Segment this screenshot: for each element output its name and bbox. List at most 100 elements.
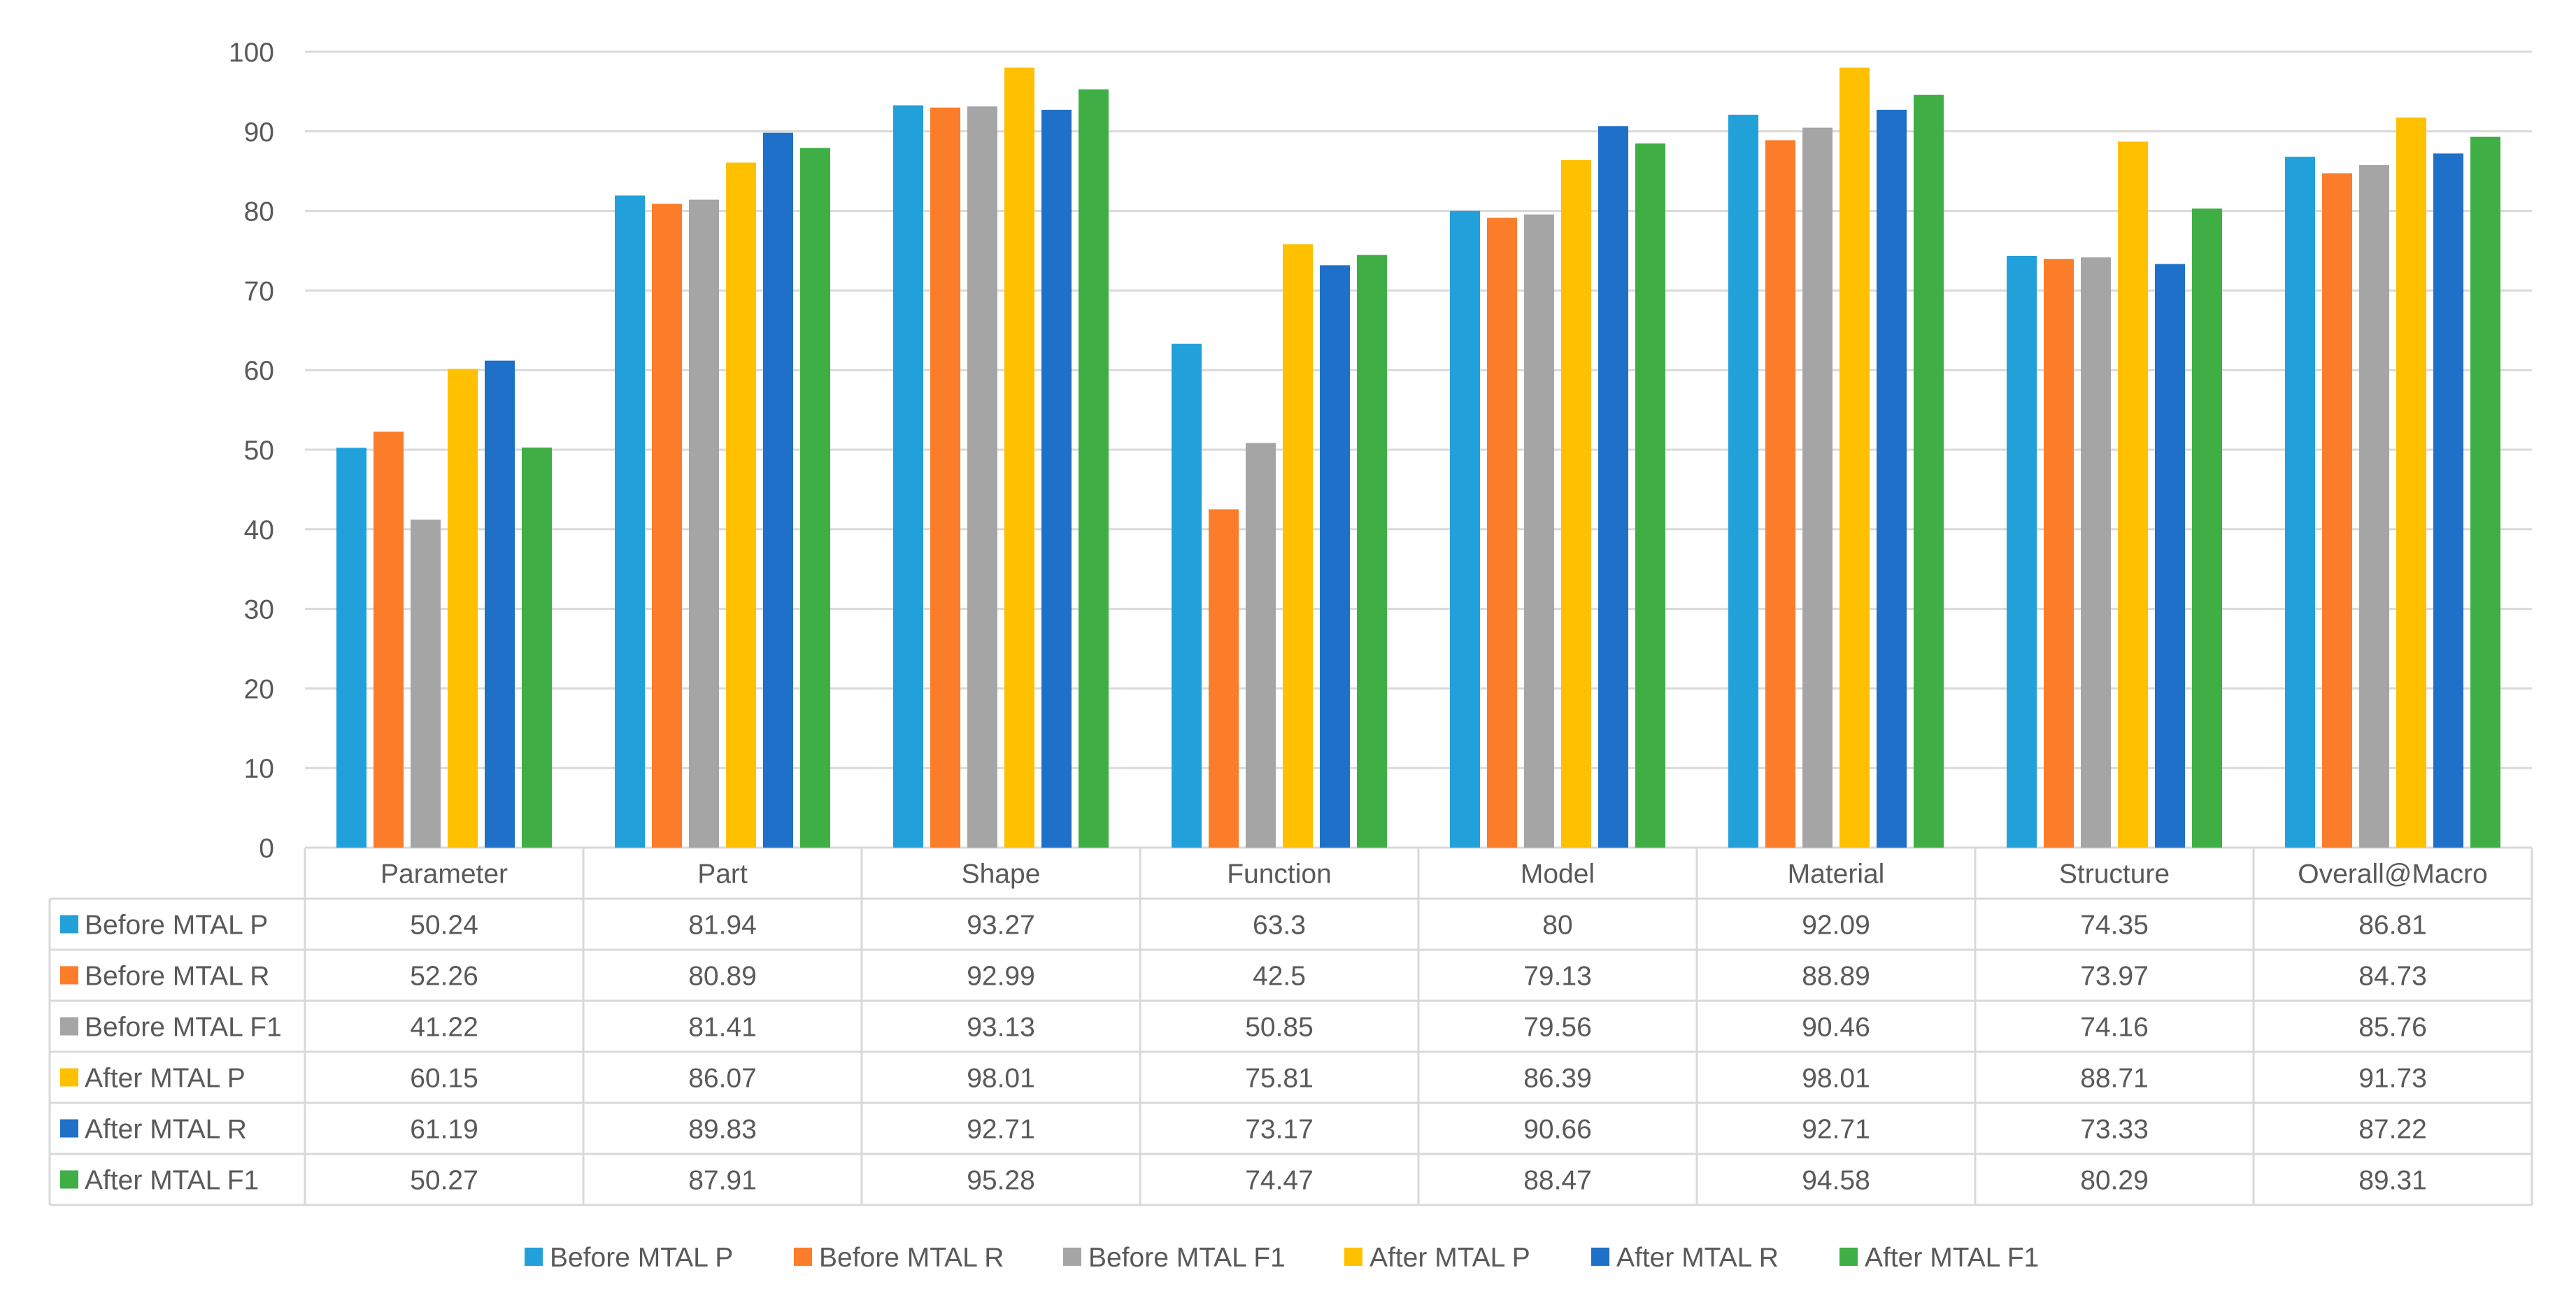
bar-before-mtal-f1-overall-macro	[2359, 165, 2389, 848]
bar-after-mtal-p-parameter	[448, 369, 478, 848]
table-cell-value: 88.47	[1523, 1166, 1592, 1196]
bar-after-mtal-r-function	[1320, 265, 1350, 848]
table-cell-value: 88.89	[1802, 962, 1870, 992]
bar-after-mtal-p-structure	[2118, 141, 2148, 848]
table-cell-value: 50.24	[410, 911, 478, 941]
table-cell-value: 80.89	[688, 962, 757, 992]
bar-before-mtal-p-material	[1728, 115, 1758, 848]
legend: Before MTAL P Before MTAL R Before MTAL F1…	[525, 1243, 2039, 1273]
table-legend-key	[60, 1068, 78, 1087]
table-cell-value: 63.3	[1253, 911, 1306, 941]
table-cell-value: 86.81	[2358, 911, 2427, 941]
table-cell-value: 92.09	[1802, 911, 1870, 941]
table-cell-value: 93.27	[967, 911, 1035, 941]
bar-after-mtal-p-overall-macro	[2396, 117, 2426, 848]
y-tick-label: 100	[229, 38, 274, 68]
category-label: Material	[1788, 860, 1885, 890]
table-cell-value: 90.46	[1802, 1013, 1870, 1043]
y-tick-label: 60	[244, 356, 274, 386]
bar-before-mtal-r-overall-macro	[2322, 173, 2352, 848]
bar-before-mtal-r-part	[652, 204, 682, 848]
table-cell-value: 80	[1542, 911, 1572, 941]
bar-before-mtal-f1-shape	[967, 106, 997, 848]
table-cell-value: 74.16	[2080, 1013, 2149, 1043]
table-cell-value: 42.5	[1253, 962, 1306, 992]
bar-after-mtal-f1-shape	[1079, 89, 1109, 848]
legend-swatch	[525, 1248, 543, 1266]
table-cell-value: 50.27	[410, 1166, 478, 1196]
legend-swatch	[1840, 1248, 1858, 1266]
legend-swatch	[794, 1248, 812, 1266]
table-cell-value: 90.66	[1523, 1115, 1592, 1145]
bar-before-mtal-r-structure	[2044, 259, 2074, 848]
table-cell-value: 86.07	[688, 1064, 757, 1094]
bar-after-mtal-f1-part	[800, 148, 830, 848]
table-series-name: Before MTAL P	[85, 911, 268, 941]
category-label: Part	[697, 860, 748, 890]
bar-before-mtal-r-parameter	[373, 432, 404, 848]
y-tick-label: 70	[244, 276, 274, 306]
table-cell-value: 74.35	[2080, 911, 2149, 941]
table-cell-value: 85.76	[2358, 1013, 2427, 1043]
table-series-name: Before MTAL R	[85, 962, 269, 992]
table-cell-value: 73.17	[1245, 1115, 1314, 1145]
y-tick-label: 20	[244, 674, 274, 704]
table-legend-key	[60, 966, 78, 985]
category-label: Function	[1227, 860, 1332, 890]
table-cell-value: 89.31	[2358, 1166, 2427, 1196]
table-legend-key	[60, 915, 78, 934]
table-cell-value: 79.13	[1523, 962, 1592, 992]
table-cell-value: 89.83	[688, 1115, 757, 1145]
table-cell-value: 74.47	[1245, 1166, 1314, 1196]
table-series-name: After MTAL P	[85, 1064, 245, 1094]
y-tick-label: 40	[244, 515, 274, 545]
legend-label: After MTAL F1	[1865, 1243, 2039, 1273]
bar-before-mtal-p-structure	[2007, 255, 2037, 848]
legend-label: Before MTAL F1	[1088, 1243, 1286, 1273]
bar-after-mtal-r-overall-macro	[2433, 153, 2463, 848]
table-series-name: Before MTAL F1	[85, 1013, 282, 1043]
bar-after-mtal-r-model	[1598, 126, 1628, 848]
table-legend-key	[60, 1017, 78, 1036]
category-label: Parameter	[380, 860, 508, 890]
bar-after-mtal-r-material	[1877, 109, 1907, 848]
y-tick-label: 10	[244, 754, 274, 784]
table-cell-value: 87.22	[2358, 1115, 2427, 1145]
table-cell-value: 88.71	[2080, 1064, 2149, 1094]
bar-before-mtal-f1-model	[1524, 214, 1554, 848]
category-label: Shape	[962, 860, 1041, 890]
table-cell-value: 91.73	[2358, 1064, 2427, 1094]
table-cell-value: 93.13	[967, 1013, 1035, 1043]
table-cell-value: 75.81	[1245, 1064, 1314, 1094]
bar-after-mtal-p-part	[726, 162, 756, 848]
bar-after-mtal-f1-function	[1357, 255, 1387, 848]
legend-swatch	[1591, 1248, 1609, 1266]
table-legend-key	[60, 1170, 78, 1189]
bar-after-mtal-r-part	[763, 132, 793, 848]
y-axis-tick-labels: 0 10 20 30 40 50 60 70 80 90 100	[229, 38, 274, 864]
category-label: Model	[1521, 860, 1595, 890]
table-cell-value: 98.01	[1802, 1064, 1870, 1094]
legend-label: After MTAL R	[1616, 1243, 1779, 1273]
bar-before-mtal-r-function	[1209, 509, 1239, 848]
category-label: Structure	[2059, 860, 2170, 890]
table-cell-value: 73.33	[2080, 1115, 2149, 1145]
table-cell-value: 60.15	[410, 1064, 478, 1094]
table-cell-value: 95.28	[967, 1166, 1035, 1196]
bar-after-mtal-r-shape	[1041, 109, 1072, 848]
table-legend-key	[60, 1119, 78, 1138]
table-cell-value: 87.91	[688, 1166, 757, 1196]
y-tick-label: 30	[244, 595, 274, 625]
bar-after-mtal-r-parameter	[485, 360, 515, 848]
table-cell-value: 50.85	[1245, 1013, 1314, 1043]
bar-before-mtal-f1-structure	[2081, 257, 2111, 848]
bar-before-mtal-f1-parameter	[411, 519, 441, 848]
bar-after-mtal-p-function	[1283, 244, 1313, 848]
legend-label: After MTAL P	[1369, 1243, 1530, 1273]
table-cell-value: 92.71	[1802, 1115, 1870, 1145]
table-cell-value: 94.58	[1802, 1166, 1870, 1196]
table-cell-value: 81.41	[688, 1013, 757, 1043]
bar-before-mtal-f1-material	[1802, 127, 1833, 848]
data-table: Parameter Part Shape Function Model Material S…	[48, 848, 2533, 1206]
